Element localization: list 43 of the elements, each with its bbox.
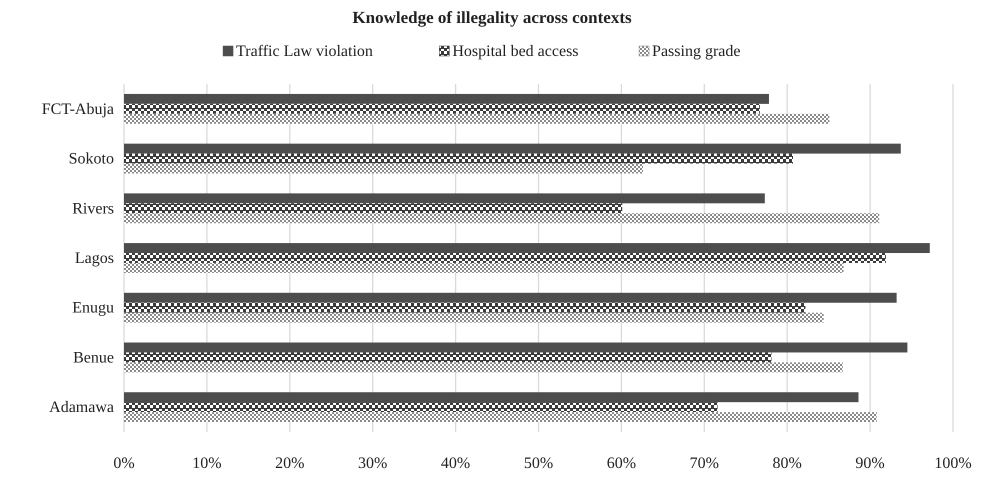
bar: [124, 104, 760, 114]
legend-label: Passing grade: [652, 43, 740, 60]
bar: [124, 154, 794, 164]
bar: [124, 302, 806, 313]
bar: [124, 213, 880, 224]
legend-label: Traffic Law violation: [236, 43, 373, 60]
y-tick-label: Rivers: [72, 200, 114, 218]
y-tick-label: Adamawa: [49, 399, 114, 416]
bar: [124, 402, 718, 412]
bar: [124, 243, 930, 254]
bar: [124, 312, 824, 323]
x-tick-label: 100%: [934, 455, 972, 472]
x-tick-label: 80%: [772, 455, 802, 472]
y-tick-label: Benue: [73, 349, 114, 366]
bar: [124, 253, 886, 263]
legend-label: Hospital bed access: [452, 43, 579, 60]
x-tick-label: 30%: [358, 455, 388, 472]
bar: [124, 94, 769, 104]
bar: [124, 114, 830, 124]
x-tick-label: 10%: [192, 455, 222, 472]
bar: [124, 193, 765, 204]
y-tick-label: Sokoto: [68, 150, 114, 168]
x-tick-label: 70%: [690, 455, 719, 472]
x-tick-label: 0%: [113, 455, 135, 472]
bar: [124, 144, 901, 154]
bar: [124, 292, 897, 303]
bar: [124, 262, 844, 273]
x-tick-label: 90%: [855, 455, 885, 472]
x-tick-label: 40%: [440, 455, 470, 472]
x-tick-label: 20%: [275, 455, 304, 472]
y-tick-label: Enugu: [72, 300, 114, 317]
bar: [124, 362, 843, 372]
chart-title: Knowledge of illegality across contexts: [352, 8, 632, 27]
bar: [124, 342, 908, 352]
bar: [124, 412, 877, 422]
x-tick-label: 50%: [524, 455, 554, 472]
y-tick-label: FCT-Abuja: [42, 100, 114, 118]
bar: [124, 164, 643, 174]
y-tick-label: Lagos: [74, 250, 114, 267]
x-tick-label: 60%: [606, 455, 636, 472]
bar: [124, 352, 772, 362]
bar: [124, 203, 622, 214]
bar: [124, 392, 858, 402]
